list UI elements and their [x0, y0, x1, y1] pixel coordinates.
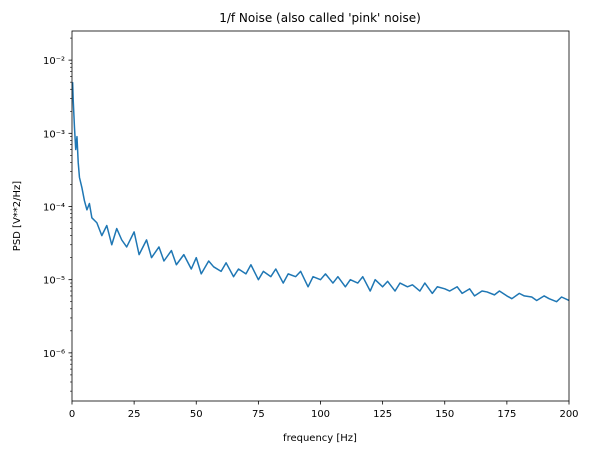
x-tick-label: 175 — [497, 409, 516, 420]
x-axis: 0 25 50 75 100 125 150 175 200 — [69, 401, 579, 420]
y-tick-label: 10⁻⁵ — [43, 276, 65, 287]
chart-title: 1/f Noise (also called 'pink' noise) — [219, 11, 421, 25]
y-tick-label: 10⁻³ — [43, 129, 65, 140]
x-tick-label: 200 — [559, 409, 578, 420]
y-tick-label: 10⁻² — [43, 56, 65, 67]
y-tick-label: 10⁻⁴ — [43, 202, 65, 213]
y-axis-label: PSD [V**2/Hz] — [12, 181, 23, 251]
x-tick-label: 0 — [69, 409, 75, 420]
y-tick-label: 10⁻⁶ — [43, 349, 65, 360]
x-axis-label: frequency [Hz] — [283, 433, 357, 444]
x-tick-label: 75 — [252, 409, 265, 420]
x-tick-label: 25 — [128, 409, 141, 420]
plot-area — [72, 82, 569, 303]
x-tick-label: 125 — [373, 409, 392, 420]
x-tick-label: 50 — [190, 409, 203, 420]
plot-frame — [71, 30, 570, 402]
series-line — [72, 82, 569, 303]
x-tick-label: 100 — [311, 409, 330, 420]
x-tick-label: 150 — [435, 409, 454, 420]
